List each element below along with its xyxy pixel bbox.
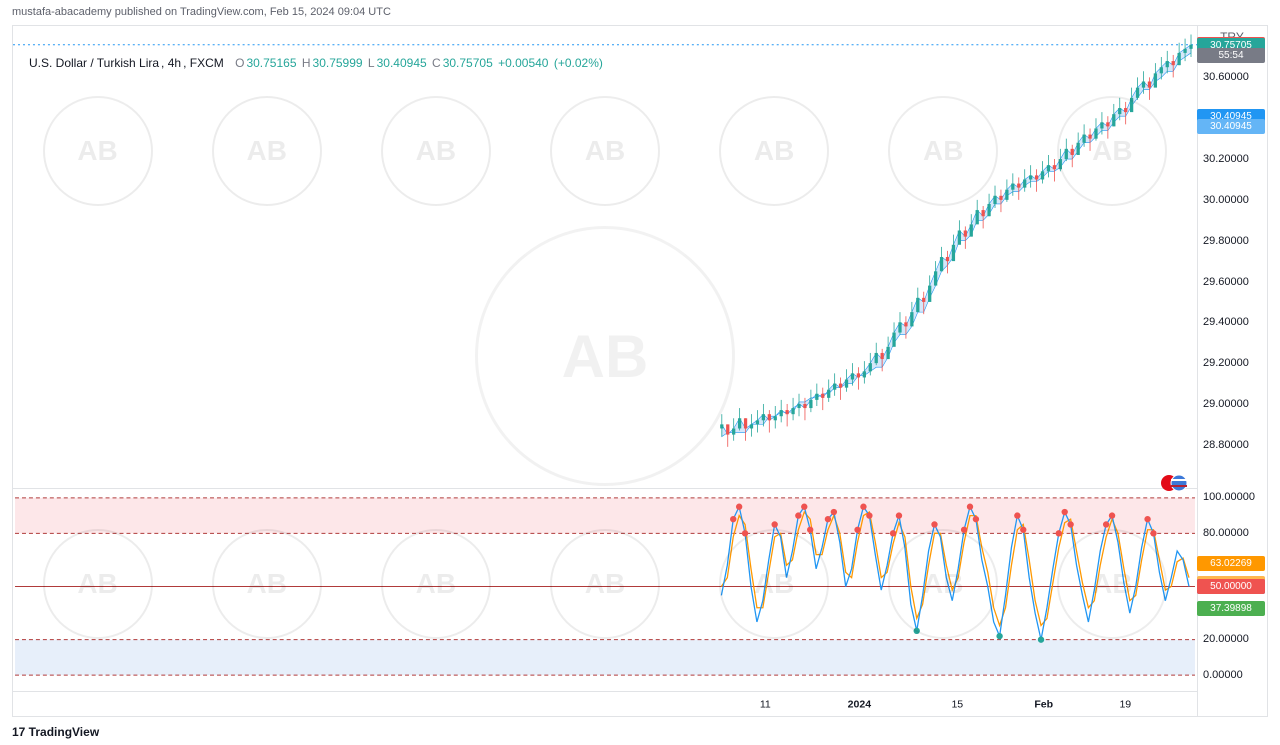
tradingview-logo: 17 TradingView — [12, 725, 99, 739]
osc-ytick: 0.00000 — [1203, 669, 1243, 681]
svg-text:2024: 2024 — [848, 698, 872, 710]
price-ytick: 30.60000 — [1203, 71, 1249, 83]
price-ytick: 30.20000 — [1203, 153, 1249, 165]
svg-text:15: 15 — [951, 698, 963, 710]
svg-text:11: 11 — [760, 698, 771, 710]
osc-chart-svg — [13, 489, 1197, 684]
svg-text:Feb: Feb — [1034, 698, 1053, 710]
publish-info: mustafa-abacademy published on TradingVi… — [12, 6, 391, 18]
osc-ytick: 100.00000 — [1203, 491, 1255, 503]
osc-axis-tag: 63.02269 — [1197, 556, 1265, 571]
price-chart-svg — [13, 26, 1197, 486]
osc-axis-tag: 37.39898 — [1197, 601, 1265, 616]
svg-text:19: 19 — [1119, 698, 1131, 710]
price-ytick: 28.80000 — [1203, 439, 1249, 451]
osc-axis-tag: 50.00000 — [1197, 579, 1265, 594]
osc-ytick: 20.00000 — [1203, 633, 1249, 645]
price-ytick: 29.20000 — [1203, 357, 1249, 369]
price-ytick: 29.00000 — [1203, 398, 1249, 410]
y-axis-column: TRY 30.6000030.4000030.2000030.0000029.8… — [1197, 26, 1267, 716]
price-pane[interactable]: ABABABABABABAB AB — [13, 26, 1197, 486]
price-axis-tag: 55:54 — [1197, 48, 1265, 63]
flag-pair-icon — [1161, 474, 1187, 492]
osc-ytick: 80.00000 — [1203, 527, 1249, 539]
price-ytick: 29.40000 — [1203, 316, 1249, 328]
chart-container: U.S. Dollar / Turkish Lira, 4h, FXCM O30… — [12, 25, 1268, 717]
price-axis-tag: 30.40945 — [1197, 119, 1265, 134]
price-ytick: 30.00000 — [1203, 194, 1249, 206]
oscillator-pane[interactable]: ABABABABABABAB — [13, 488, 1197, 684]
price-ytick: 29.60000 — [1203, 276, 1249, 288]
price-ytick: 29.80000 — [1203, 235, 1249, 247]
time-axis-pane: 11 2024 15 Feb 19 — [13, 691, 1197, 716]
